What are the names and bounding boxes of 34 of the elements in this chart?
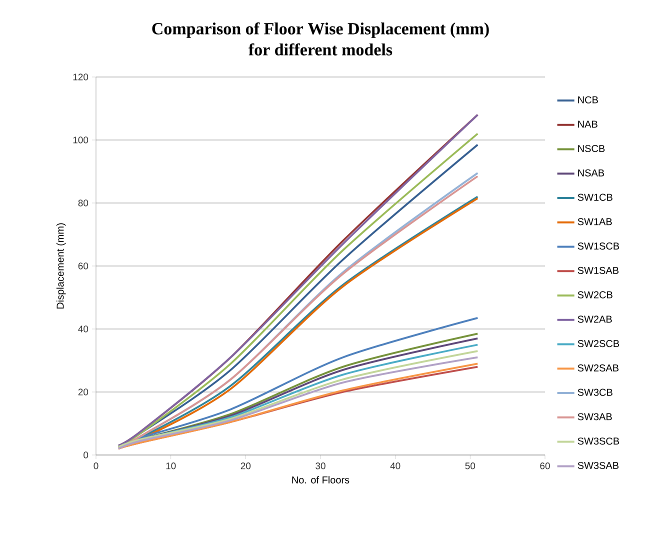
x-tick-label: 10	[166, 462, 176, 470]
legend-label: SW1SAB	[578, 266, 619, 274]
legend-label: SW2CB	[578, 291, 612, 298]
y-axis-title: Displacement (mm)	[56, 223, 66, 309]
x-tick-label: 60	[540, 462, 550, 470]
x-tick-label: 20	[240, 462, 251, 470]
y-tick-label: 40	[78, 326, 88, 332]
x-tick-label: 40	[390, 462, 400, 470]
legend-label: NSAB	[578, 169, 604, 176]
x-axis-title: No. of Floors	[292, 476, 350, 484]
chart-subtitle: for different models	[248, 43, 392, 56]
legend-label: NAB	[578, 120, 598, 128]
x-tick-label: 50	[465, 462, 476, 470]
legend-label: SW2SAB	[578, 364, 619, 372]
y-tick-label: 0	[84, 452, 88, 458]
x-tick-label: 0	[94, 462, 98, 470]
legend-label: SW2SCB	[578, 340, 620, 348]
legend-label: SW1SCB	[578, 242, 620, 250]
y-tick-label: 100	[73, 136, 88, 144]
y-tick-label: 120	[73, 74, 88, 80]
y-tick-label: 80	[78, 200, 88, 206]
legend-label: SW1AB	[578, 218, 612, 226]
legend-label: SW3CB	[578, 388, 612, 396]
legend-label: SW1CB	[578, 194, 612, 201]
legend-label: SW3SCB	[578, 438, 620, 445]
y-tick-label: 20	[78, 388, 88, 396]
legend-label: SW2AB	[578, 316, 612, 323]
legend-label: SW3AB	[578, 413, 612, 420]
y-tick-label: 60	[78, 262, 88, 270]
legend-label: SW3SAB	[578, 462, 619, 470]
legend-label: NSCB	[578, 144, 605, 152]
legend-label: NCB	[578, 96, 598, 104]
chart-title: Comparison of Floor Wise Displacement (mm)	[152, 22, 489, 38]
x-tick-label: 30	[316, 462, 326, 470]
